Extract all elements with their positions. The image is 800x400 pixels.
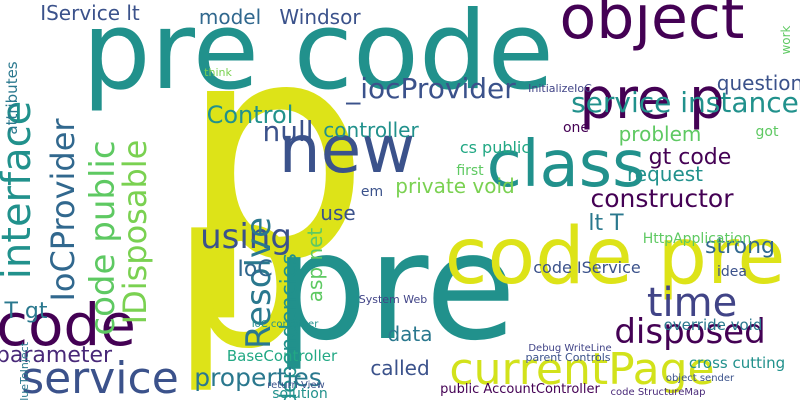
word: attributes	[3, 61, 21, 134]
word: T gt	[3, 299, 47, 324]
word: pre code	[82, 0, 554, 114]
word: cross cutting	[689, 354, 785, 372]
word: IoC	[237, 257, 272, 282]
word: pre	[274, 201, 517, 373]
word: IService lt	[40, 1, 140, 25]
word: first	[456, 163, 484, 179]
word: valueToInject	[18, 341, 31, 400]
word: InitializeIoC	[528, 82, 592, 95]
word: parameter	[0, 343, 113, 368]
word: object	[560, 0, 745, 53]
word: BaseController	[227, 347, 338, 365]
word: work	[779, 25, 793, 54]
word: new	[279, 111, 415, 188]
word: IDisposable	[116, 140, 154, 325]
word: dependencies	[277, 253, 302, 400]
word: public AccountController	[440, 382, 600, 397]
word: gt code	[649, 145, 732, 170]
word: private void	[395, 174, 514, 198]
word: one	[563, 120, 589, 136]
word: pre p	[579, 67, 724, 132]
word: idea	[717, 264, 747, 280]
word: model	[199, 5, 261, 29]
word: lt T	[588, 211, 624, 236]
word: return View	[267, 380, 325, 391]
word: time	[647, 280, 737, 326]
word: asp net	[303, 228, 327, 303]
word: interface	[0, 101, 40, 279]
word: think	[204, 66, 232, 79]
word: controller	[323, 118, 419, 142]
word: strong	[705, 234, 775, 259]
word: parent Controls	[525, 351, 610, 364]
word: service instance	[571, 86, 799, 119]
word: Windsor	[279, 5, 361, 29]
word: class	[487, 128, 646, 202]
word: IoCProvider	[44, 118, 82, 302]
word: Control	[207, 101, 294, 129]
word: p	[180, 0, 370, 326]
word: override void	[664, 316, 763, 334]
word: question	[717, 71, 800, 95]
word: constructor	[591, 184, 735, 213]
word: got	[756, 124, 779, 140]
word: code public	[83, 140, 123, 335]
word: cs public	[460, 138, 530, 157]
word: object sender	[666, 373, 735, 384]
word: solution	[272, 386, 327, 400]
word: disposed	[614, 312, 765, 352]
word: service	[21, 353, 179, 400]
word: _iocProvider	[345, 72, 516, 105]
word: use	[320, 201, 355, 225]
word: using	[200, 217, 292, 257]
word: properties	[194, 363, 322, 392]
word: Debug WriteLine	[528, 343, 611, 354]
word: code IService	[533, 258, 641, 277]
word: p	[172, 145, 308, 396]
word: called	[370, 356, 429, 380]
word: null	[262, 115, 313, 148]
word: em	[361, 184, 383, 200]
word: Resolve	[239, 217, 279, 349]
word: code	[0, 291, 136, 359]
word: request	[627, 162, 703, 186]
word: code pre	[445, 212, 786, 302]
word: HttpApplication	[643, 231, 752, 247]
word: currentPage	[449, 344, 714, 395]
word: code StructureMap	[611, 387, 706, 398]
word: problem	[619, 122, 702, 146]
word: data	[387, 322, 432, 346]
word: System Web	[359, 293, 428, 306]
word: IoC container	[252, 319, 320, 330]
